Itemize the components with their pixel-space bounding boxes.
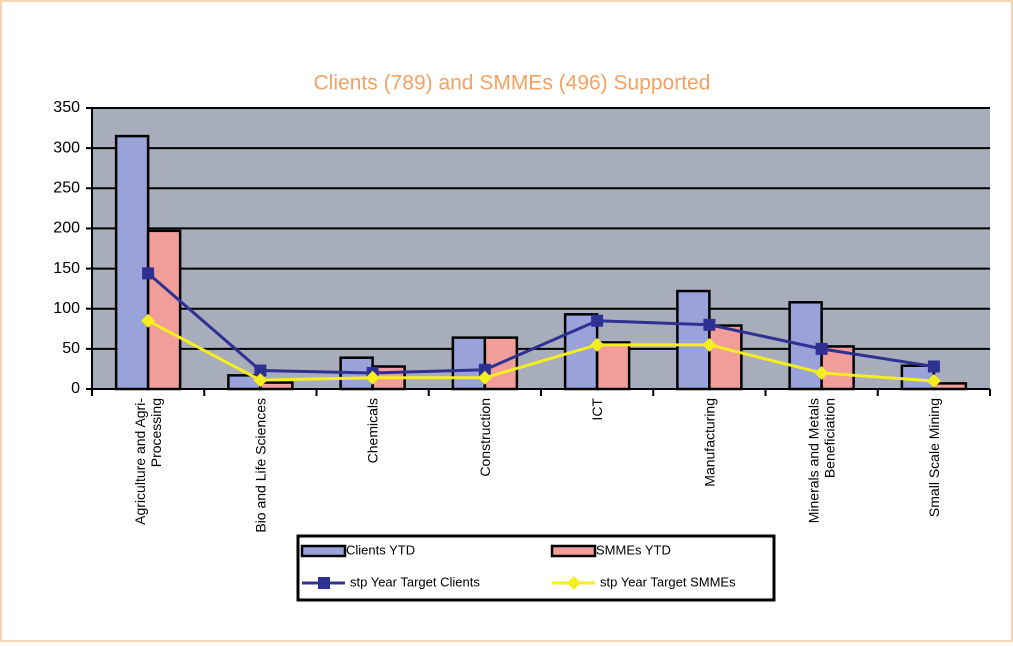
legend-label: Clients YTD [346, 542, 415, 557]
y-tick-label: 200 [53, 220, 80, 237]
legend-marker [567, 576, 581, 590]
y-tick-label: 300 [53, 139, 80, 156]
bar [676, 289, 711, 391]
legend-label: stp Year Target Clients [350, 574, 480, 589]
line-marker [141, 313, 156, 328]
plot-area [92, 108, 990, 389]
line-marker [927, 360, 940, 373]
line-marker [591, 314, 604, 327]
line [147, 272, 935, 375]
bar [451, 336, 487, 391]
line-marker [815, 342, 828, 355]
line-marker [478, 363, 491, 376]
y-tick-label: 100 [53, 300, 80, 317]
x-tick-label: Small Scale Mining [926, 398, 942, 517]
bar [708, 324, 743, 391]
y-tick-label: 0 [71, 380, 80, 397]
legend-swatch [300, 544, 347, 558]
x-tick-label: Manufacturing [701, 398, 717, 487]
legend-label: SMMEs YTD [596, 542, 671, 557]
x-tick-label: Bio and Life Sciences [252, 398, 268, 533]
bar [146, 229, 182, 391]
x-tick-label: Minerals and MetalsBeneficiation [806, 398, 838, 523]
x-tick-label: Construction [477, 398, 493, 477]
line-marker [142, 267, 155, 280]
line-marker [814, 365, 829, 380]
x-tick-label: ICT [589, 398, 605, 421]
legend-swatch [550, 544, 597, 558]
legend-box [296, 534, 776, 602]
bar [595, 341, 631, 391]
y-tick-label: 50 [62, 340, 80, 357]
chart-title: Clients (789) and SMMEs (496) Supported [314, 72, 711, 95]
line-marker [365, 370, 380, 385]
line-marker [926, 373, 941, 388]
line-marker [254, 364, 267, 377]
y-tick-label: 250 [53, 180, 80, 197]
line-marker [590, 337, 605, 352]
line [147, 319, 934, 383]
line-marker [702, 337, 717, 352]
x-tick-label: Agriculture and Agri-Processing [132, 398, 164, 525]
bar [114, 134, 150, 391]
y-tick-label: 350 [53, 99, 80, 116]
y-tick-label: 150 [53, 260, 80, 277]
x-tick-label: Chemicals [365, 398, 381, 463]
line-marker [253, 373, 268, 388]
legend-marker [318, 577, 330, 589]
legend-label: stp Year Target SMMEs [600, 574, 736, 589]
line-marker [477, 370, 492, 385]
line-marker [703, 318, 716, 331]
